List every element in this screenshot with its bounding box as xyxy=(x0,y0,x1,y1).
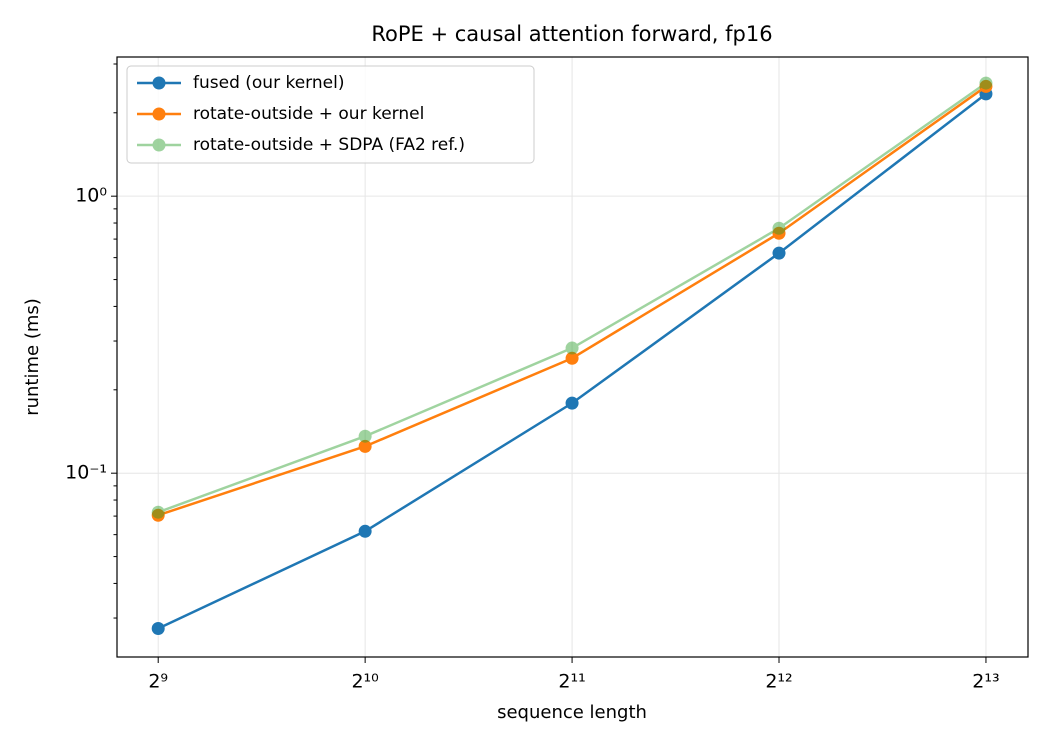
x-tick-label: 2⁹ xyxy=(148,671,168,693)
legend-entry xyxy=(137,138,181,152)
data-point xyxy=(772,226,786,240)
data-point xyxy=(565,341,579,355)
y-tick-label: 10⁰ xyxy=(75,185,107,207)
legend-label: rotate-outside + SDPA (FA2 ref.) xyxy=(193,135,465,155)
data-point xyxy=(358,524,372,538)
x-tick-label: 2¹⁰ xyxy=(351,671,378,693)
y-axis-label: runtime (ms) xyxy=(22,298,43,416)
data-point xyxy=(979,76,993,90)
legend-box xyxy=(126,65,535,164)
x-tick-label: 2¹² xyxy=(765,671,792,693)
x-tick-label: 2¹³ xyxy=(972,671,999,693)
legend-label: rotate-outside + our kernel xyxy=(193,104,424,124)
data-point xyxy=(772,221,786,235)
chart-title: RoPE + causal attention forward, fp16 xyxy=(371,22,772,46)
data-point xyxy=(151,505,165,519)
legend-marker xyxy=(152,107,166,121)
legend-label: fused (our kernel) xyxy=(193,73,344,93)
x-axis-label: sequence length xyxy=(497,702,647,723)
series xyxy=(151,76,993,519)
legend-entry xyxy=(137,76,181,90)
series xyxy=(151,79,993,522)
y-tick-label: 10⁻¹ xyxy=(65,462,107,484)
data-point xyxy=(358,429,372,443)
data-point xyxy=(151,622,165,636)
data-point xyxy=(358,439,372,453)
x-tick-label: 2¹¹ xyxy=(558,671,585,693)
series-line xyxy=(157,82,987,514)
data-point xyxy=(565,396,579,410)
data-point xyxy=(565,351,579,365)
legend-marker xyxy=(152,138,166,152)
legend-entry xyxy=(137,107,181,121)
data-point xyxy=(979,79,993,93)
data-point xyxy=(772,246,786,260)
plot-frame xyxy=(116,56,1029,658)
legend-marker xyxy=(152,76,166,90)
data-point xyxy=(151,508,165,522)
